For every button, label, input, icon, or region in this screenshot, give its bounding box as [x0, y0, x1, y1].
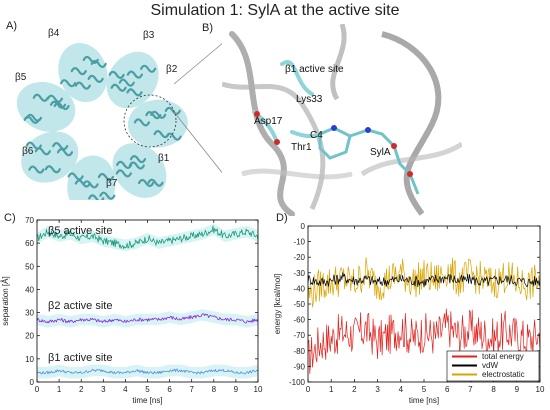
y-tick-label: -100	[289, 378, 306, 387]
active-site-closeup-illustration	[222, 24, 462, 216]
y-tick-label: 0	[301, 222, 306, 231]
x-tick-label: 5	[422, 385, 427, 394]
separation-chart: 0 1 2 3 4 5 6 7 8 9 10 0 10 20 30 40 50 60 70 time [ns] sepa…	[1, 216, 263, 405]
subunit-blob	[112, 143, 167, 198]
y-tick-label: -70	[293, 331, 305, 340]
subunit-blob	[67, 155, 116, 200]
proteasome-ring-illustration	[16, 43, 188, 200]
panel-b-label: B)	[202, 22, 213, 34]
panel-c-label: C)	[4, 212, 16, 224]
plot-frame	[307, 225, 541, 383]
x-tick-label: 1	[329, 385, 334, 394]
label-c4: C4	[310, 130, 323, 141]
x-tick-label: 6	[167, 385, 172, 394]
subunit-blob	[16, 81, 76, 132]
x-tick-label: 8	[212, 385, 217, 394]
series-line-2	[307, 272, 541, 288]
subunit-blob	[58, 43, 108, 103]
series-annotation-2: β2 active site	[48, 300, 112, 312]
subunit-label-b5: β5	[15, 72, 27, 83]
subunit-label-b2: β2	[166, 64, 178, 75]
x-tick-label: 10	[254, 385, 263, 394]
subunit-label-b7: β7	[106, 178, 118, 189]
x-tick-label: 4	[399, 385, 404, 394]
x-tick-label: 3	[375, 385, 380, 394]
y-tick-label: -40	[293, 284, 305, 293]
x-tick-label: 9	[234, 385, 239, 394]
x-tick-label: 7	[189, 385, 194, 394]
subunit-blob	[106, 51, 159, 109]
x-tick-label: 2	[352, 385, 357, 394]
x-tick-label: 8	[491, 385, 496, 394]
x-tick-label: 0	[306, 385, 311, 394]
energy-chart: 0 1 2 3 4 5 6 7 8 9 10 0 -10 -20 -30 -40 -50 -60 -70 -80 -90…	[273, 222, 545, 405]
y-tick-label: -30	[293, 269, 305, 278]
subunit-label-b4: β4	[48, 28, 60, 39]
x-axis-label: time [ns]	[409, 396, 439, 405]
y-tick-label: 10	[25, 355, 34, 364]
series-line-1	[307, 308, 541, 374]
subunit-label-b3: β3	[143, 30, 155, 41]
x-tick-label: 1	[57, 385, 62, 394]
y-tick-label: 50	[25, 262, 34, 271]
subunit-blob	[127, 99, 188, 148]
y-axis-label: energy [kcal/mol]	[273, 274, 282, 334]
series-annotation-3: β1 active site	[48, 352, 112, 364]
y-tick-label: 0	[30, 378, 35, 387]
series-line-2	[36, 313, 259, 324]
series-line-3	[36, 368, 259, 375]
series-band-1	[37, 223, 258, 252]
series-annotation-1: β5 active site	[48, 225, 112, 237]
panel-d-label: D)	[276, 212, 288, 224]
label-thr1: Thr1	[291, 142, 312, 153]
legend-label-3: electrostatic	[482, 370, 525, 379]
y-tick-label: 20	[25, 332, 34, 341]
x-tick-label: 2	[79, 385, 84, 394]
y-tick-label: 60	[25, 239, 34, 248]
panel-a-label: A)	[6, 20, 17, 32]
x-tick-label: 5	[145, 385, 150, 394]
y-tick-label: 30	[25, 309, 34, 318]
y-tick-label: -20	[293, 253, 305, 262]
series-line-3	[307, 257, 541, 308]
x-tick-label: 9	[515, 385, 520, 394]
subunit-blob	[21, 131, 79, 183]
label-b1-active-site: β1 active site	[285, 64, 344, 75]
subunit-label-b1: β1	[158, 153, 170, 164]
label-lys33: Lys33	[296, 94, 323, 105]
legend-label-2: vdW	[482, 361, 498, 370]
y-tick-label: -50	[293, 300, 305, 309]
y-tick-label: 70	[25, 216, 34, 225]
figure-title: Simulation 1: SylA at the active site	[150, 2, 400, 19]
x-tick-label: 6	[445, 385, 450, 394]
label-asp17: Asp17	[254, 116, 283, 127]
y-tick-label: -10	[293, 238, 305, 247]
y-axis-label: separation [Å]	[1, 276, 10, 325]
subunit-label-b6: β6	[22, 146, 34, 157]
x-tick-label: 4	[123, 385, 128, 394]
y-tick-label: -60	[293, 316, 305, 325]
label-syla: SylA	[370, 147, 391, 158]
y-tick-label: 40	[25, 285, 34, 294]
y-tick-label: -90	[293, 362, 305, 371]
legend-label-1: total energy	[482, 352, 524, 361]
x-tick-label: 10	[536, 385, 545, 394]
y-tick-label: -80	[293, 347, 305, 356]
x-axis-label: time [ns]	[132, 396, 162, 405]
series-line-1	[36, 225, 259, 250]
x-tick-label: 0	[35, 385, 40, 394]
x-tick-label: 7	[468, 385, 473, 394]
x-tick-label: 3	[101, 385, 106, 394]
